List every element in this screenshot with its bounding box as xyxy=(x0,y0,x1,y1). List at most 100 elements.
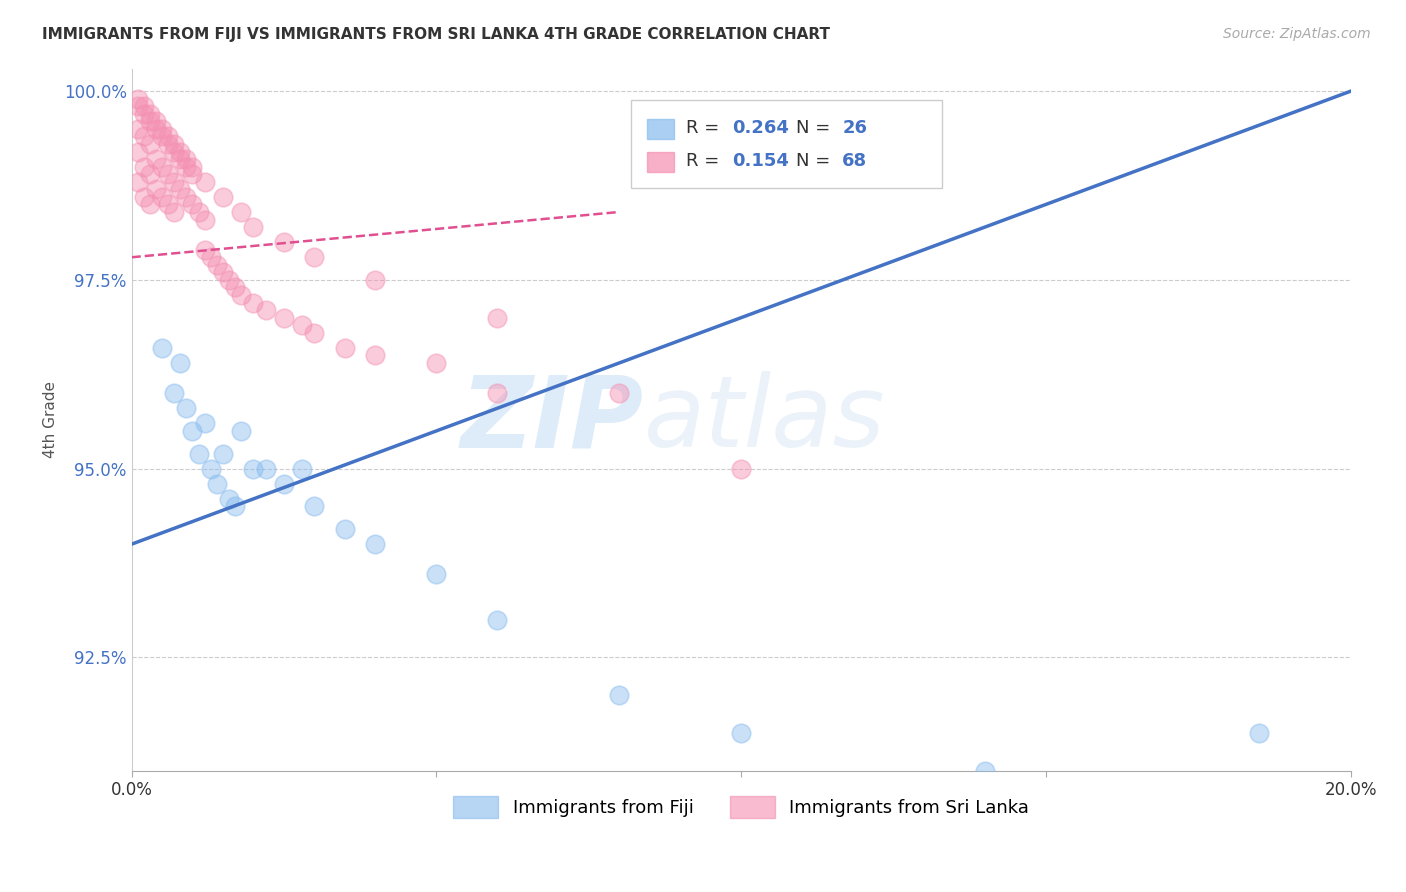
Text: 0.154: 0.154 xyxy=(733,153,789,170)
Text: IMMIGRANTS FROM FIJI VS IMMIGRANTS FROM SRI LANKA 4TH GRADE CORRELATION CHART: IMMIGRANTS FROM FIJI VS IMMIGRANTS FROM … xyxy=(42,27,830,42)
Point xyxy=(333,522,356,536)
Point xyxy=(486,310,509,325)
Point xyxy=(181,197,204,211)
Point xyxy=(218,491,240,506)
Point xyxy=(139,107,162,121)
Point xyxy=(212,190,235,204)
Point xyxy=(139,167,162,181)
Point xyxy=(205,258,228,272)
Point xyxy=(132,129,155,144)
Text: N =: N = xyxy=(796,120,837,137)
Point xyxy=(486,613,509,627)
Text: 26: 26 xyxy=(842,120,868,137)
Point xyxy=(157,129,180,144)
Point xyxy=(231,205,253,219)
Point xyxy=(200,461,222,475)
Point xyxy=(176,190,198,204)
Text: 68: 68 xyxy=(842,153,868,170)
Point xyxy=(218,273,240,287)
Point xyxy=(212,265,235,279)
Point xyxy=(127,122,149,136)
Text: atlas: atlas xyxy=(644,371,886,468)
Point xyxy=(974,764,997,778)
Point xyxy=(127,145,149,159)
Point xyxy=(364,348,387,362)
Point xyxy=(224,280,246,294)
Point xyxy=(607,386,630,401)
Point xyxy=(730,461,752,475)
Point xyxy=(181,167,204,181)
Point xyxy=(145,182,167,196)
Point xyxy=(224,500,246,514)
Text: R =: R = xyxy=(686,153,725,170)
Point xyxy=(145,114,167,128)
Point xyxy=(163,145,186,159)
Point xyxy=(150,341,173,355)
Point xyxy=(194,417,217,431)
Point xyxy=(231,424,253,438)
Point xyxy=(163,205,186,219)
Point xyxy=(150,160,173,174)
Point xyxy=(176,160,198,174)
Point xyxy=(163,386,186,401)
Point xyxy=(145,122,167,136)
Point xyxy=(291,461,314,475)
Point xyxy=(132,190,155,204)
Point xyxy=(200,250,222,264)
Point xyxy=(425,567,447,582)
Point xyxy=(730,726,752,740)
Point xyxy=(254,461,277,475)
Point xyxy=(169,356,191,370)
Point xyxy=(1249,726,1271,740)
Point xyxy=(231,288,253,302)
Point xyxy=(132,99,155,113)
Point xyxy=(486,386,509,401)
Point xyxy=(187,205,209,219)
Point xyxy=(150,129,173,144)
Text: N =: N = xyxy=(796,153,837,170)
Point xyxy=(194,175,217,189)
Point xyxy=(132,160,155,174)
Point xyxy=(291,318,314,333)
Point xyxy=(242,220,264,235)
Point xyxy=(364,537,387,551)
Point xyxy=(157,167,180,181)
Point xyxy=(176,401,198,416)
Point xyxy=(194,243,217,257)
Point xyxy=(333,341,356,355)
Point xyxy=(242,295,264,310)
Text: R =: R = xyxy=(686,120,725,137)
Point xyxy=(304,500,326,514)
Point xyxy=(127,92,149,106)
Point xyxy=(273,476,295,491)
Text: 0.264: 0.264 xyxy=(733,120,789,137)
Point xyxy=(194,212,217,227)
Point xyxy=(205,476,228,491)
Point xyxy=(607,688,630,702)
Point xyxy=(169,145,191,159)
Point xyxy=(139,136,162,151)
Point xyxy=(181,160,204,174)
Point xyxy=(273,235,295,249)
Point xyxy=(181,424,204,438)
Y-axis label: 4th Grade: 4th Grade xyxy=(44,381,58,458)
Point xyxy=(127,175,149,189)
Point xyxy=(425,356,447,370)
Point xyxy=(273,310,295,325)
Point xyxy=(212,447,235,461)
Point xyxy=(364,273,387,287)
Point xyxy=(169,182,191,196)
Point xyxy=(145,152,167,166)
Point xyxy=(139,197,162,211)
Point xyxy=(187,447,209,461)
Point xyxy=(139,114,162,128)
Text: Source: ZipAtlas.com: Source: ZipAtlas.com xyxy=(1223,27,1371,41)
FancyBboxPatch shape xyxy=(631,100,942,188)
Point xyxy=(163,175,186,189)
Point xyxy=(304,250,326,264)
Point xyxy=(157,197,180,211)
Point xyxy=(127,99,149,113)
Legend: Immigrants from Fiji, Immigrants from Sri Lanka: Immigrants from Fiji, Immigrants from Sr… xyxy=(446,789,1036,825)
Point xyxy=(169,152,191,166)
Bar xyxy=(647,119,673,139)
